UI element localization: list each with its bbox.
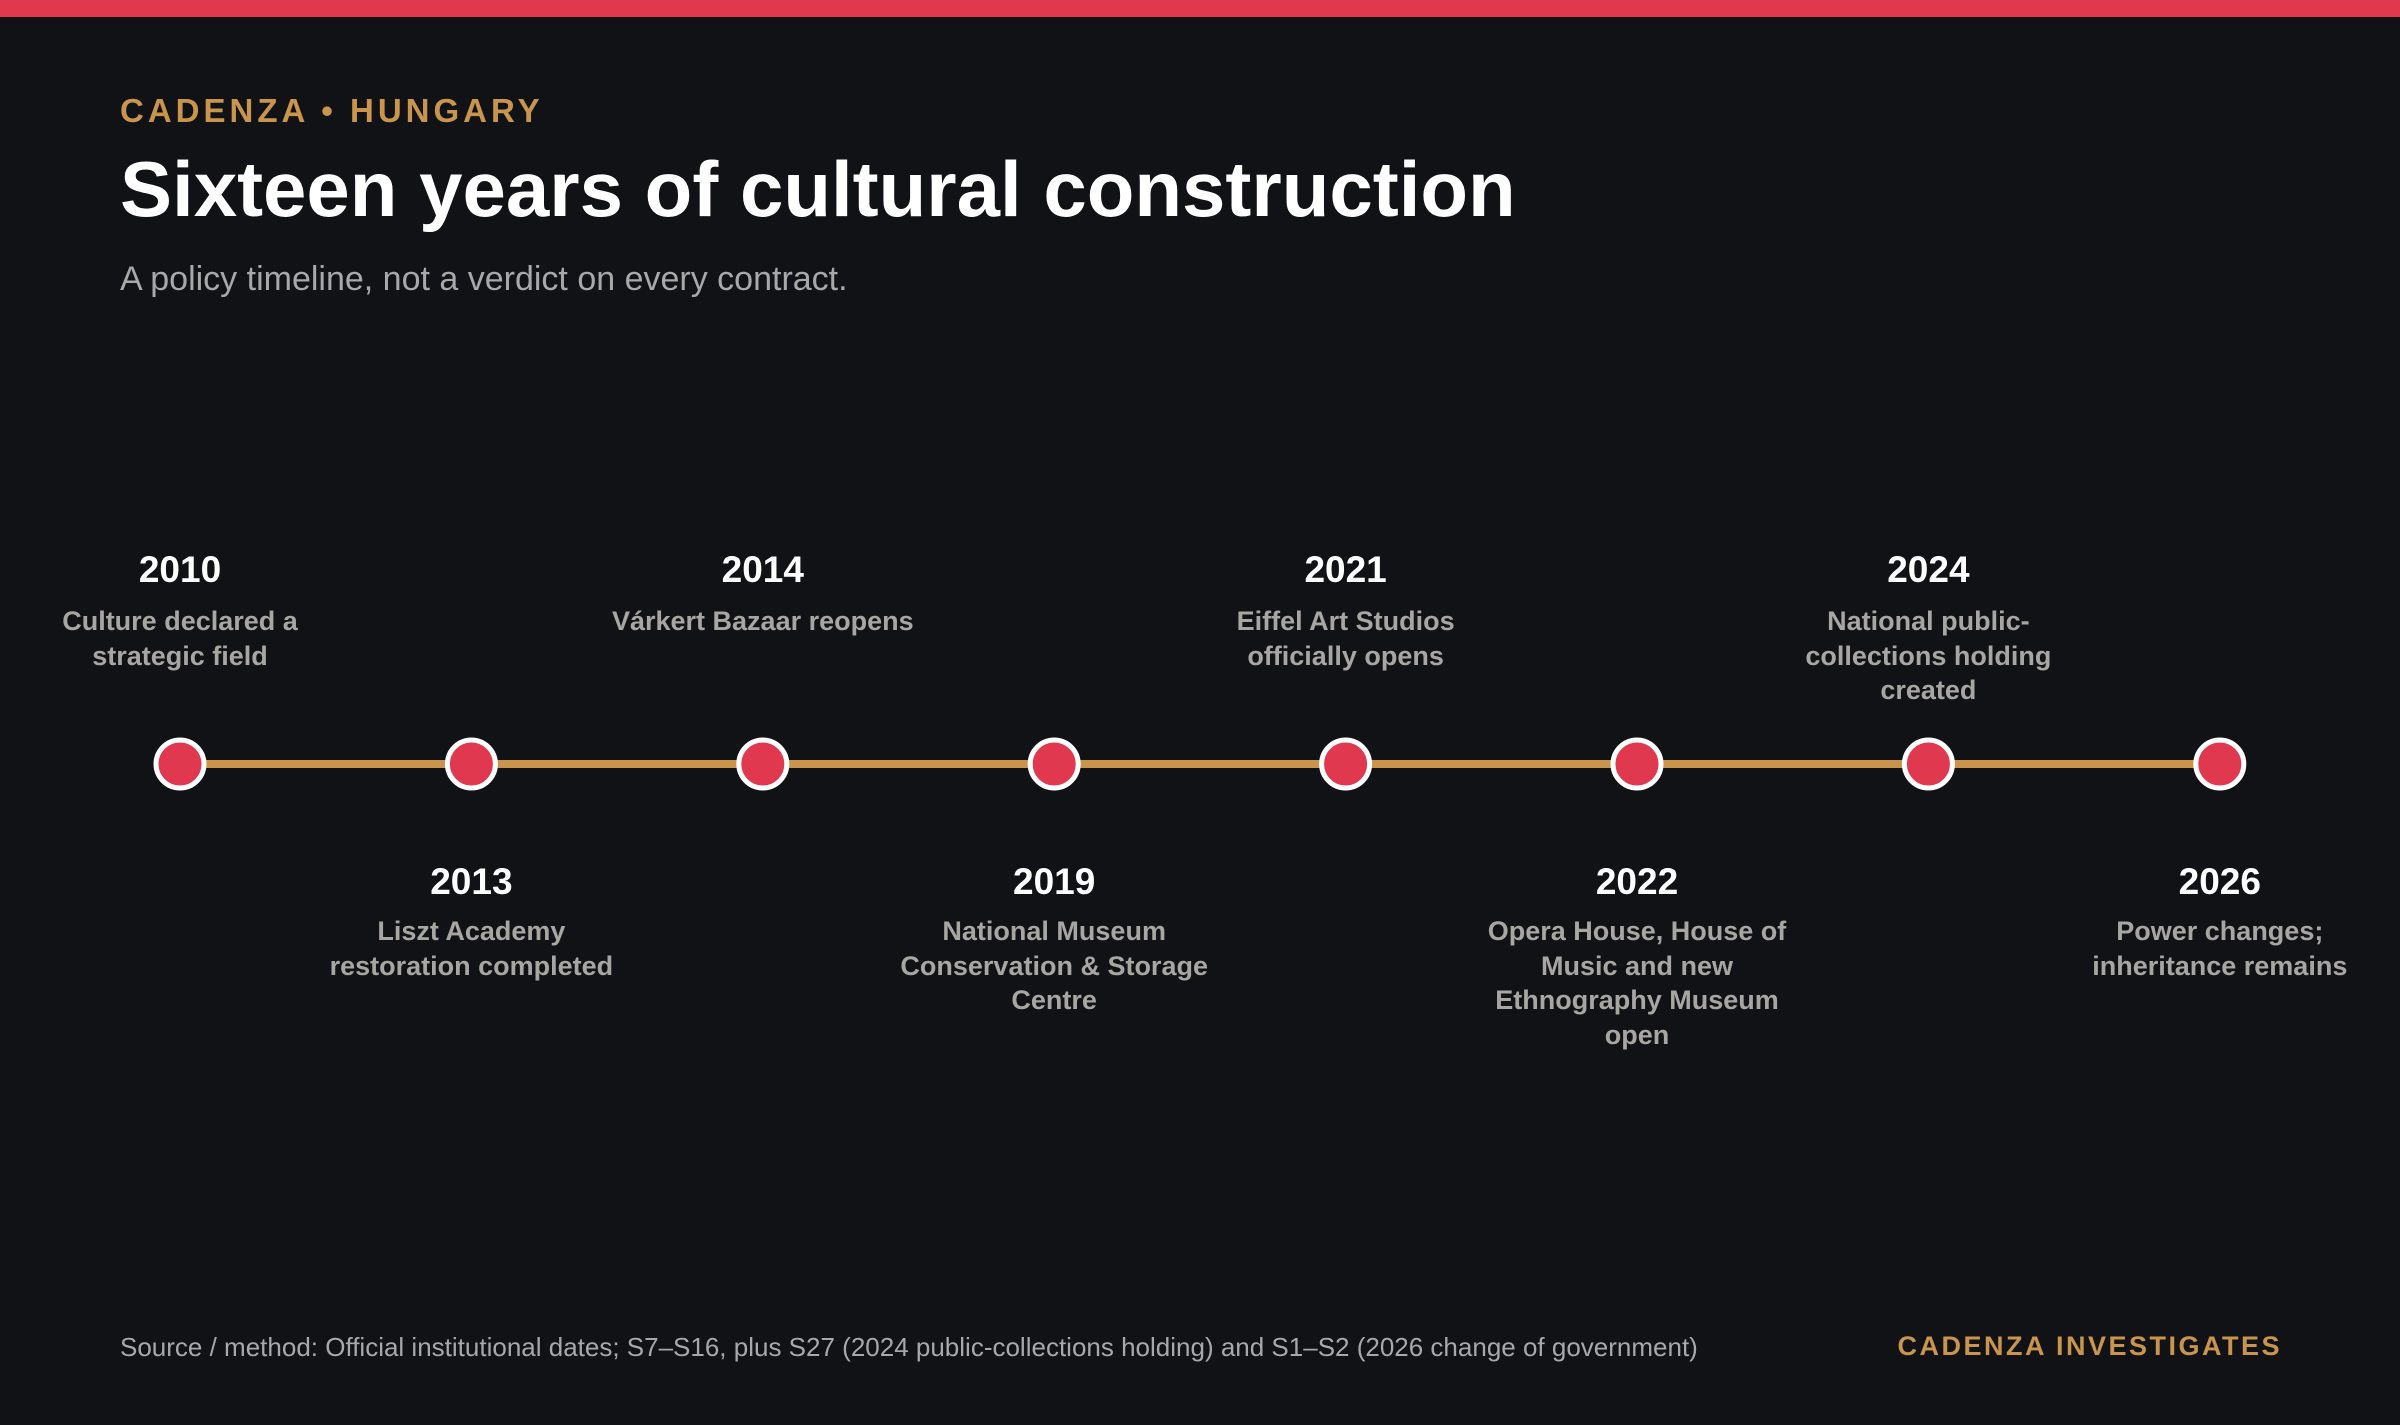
event-year: 2010 [138,549,222,590]
timeline-node [2193,737,2247,791]
page-title: Sixteen years of cultural construction [120,145,1516,233]
timeline-event-2014: 2014 Várkert Bazaar reopens [603,548,923,639]
kicker: CADENZA • HUNGARY [120,92,544,129]
event-label: Várkert Bazaar reopens [611,606,914,636]
timeline-node [1901,737,1955,791]
brand-signature: CADENZA INVESTIGATES [1897,1331,2282,1361]
event-label: Power changes; inheritance remains [2092,916,2348,981]
event-year: 2014 [721,549,804,590]
timeline-event-2024: 2024 National public-collections holding… [1768,548,2088,708]
event-year: 2026 [2178,861,2261,902]
event-year: 2019 [1013,861,1096,902]
event-year: 2013 [430,861,513,902]
page-subtitle: A policy timeline, not a verdict on ever… [120,260,848,298]
source-note: Source / method: Official institutional … [120,1332,1698,1362]
timeline-event-2021: 2021 Eiffel Art Studios officially opens [1186,548,1506,673]
event-year: 2024 [1887,549,1970,590]
timeline-event-2010: 2010 Culture declared a strategic field [20,548,340,673]
event-label: National Museum Conservation & Storage C… [900,916,1208,1015]
timeline-node [736,737,790,791]
event-year: 2022 [1595,861,1679,902]
event-label: Eiffel Art Studios officially opens [1236,606,1455,671]
timeline-node [444,737,498,791]
timeline-event-2022: 2022 Opera House, House of Music and new… [1477,860,1797,1052]
event-label: National public-collections holding crea… [1805,606,2052,705]
timeline-node [1027,737,1081,791]
event-label: Opera House, House of Music and new Ethn… [1487,916,1787,1050]
timeline-node [1319,737,1373,791]
timeline-event-2026: 2026 Power changes; inheritance remains [2060,860,2380,983]
event-label: Liszt Academy restoration completed [329,916,614,981]
top-accent-bar [0,0,2400,17]
event-label: Culture declared a strategic field [62,606,298,671]
event-year: 2021 [1304,549,1387,590]
timeline-event-2019: 2019 National Museum Conservation & Stor… [894,860,1214,1018]
timeline-node [1610,737,1664,791]
timeline-event-2013: 2013 Liszt Academy restoration completed [311,860,631,983]
timeline-node [153,737,207,791]
